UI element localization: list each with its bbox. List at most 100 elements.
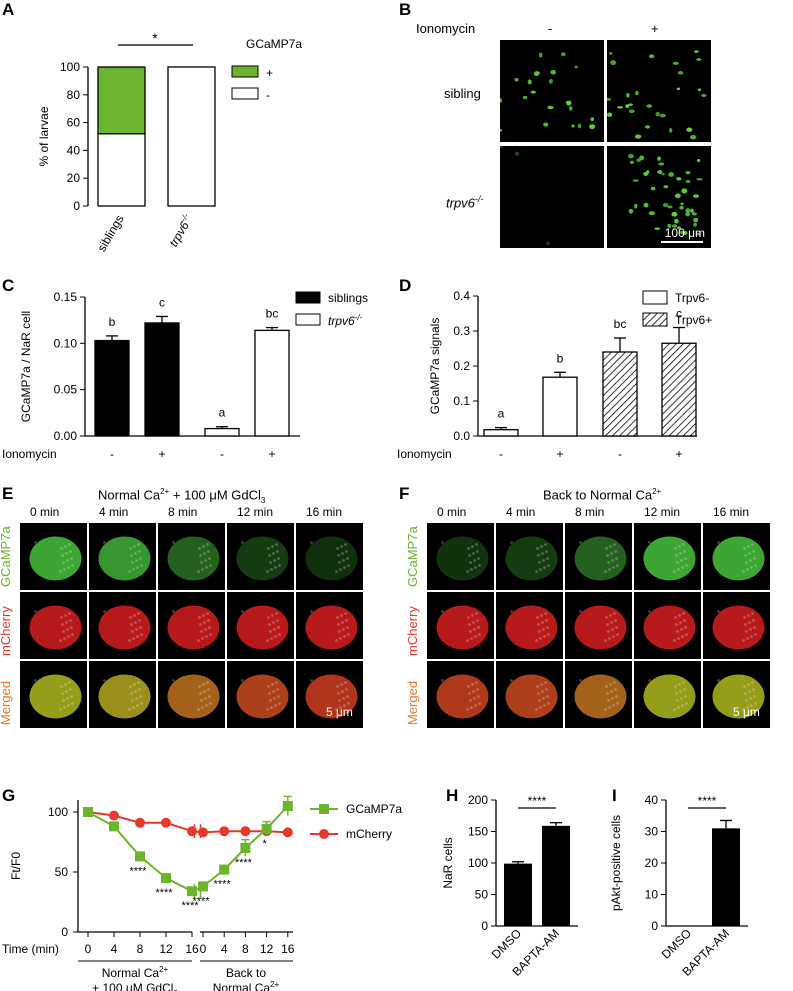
marker-GCaMP7a <box>109 821 119 832</box>
cell-signal <box>634 90 639 96</box>
speckle <box>681 635 684 638</box>
speckle <box>616 702 619 705</box>
cell-signal <box>697 88 702 92</box>
speckle <box>208 626 211 629</box>
speckle <box>270 706 273 709</box>
time-label: 8 min <box>575 505 605 519</box>
speckle <box>613 681 616 684</box>
speckle <box>268 554 271 557</box>
speckle <box>103 679 106 682</box>
row-label-mcherry: mCherry <box>405 605 420 656</box>
speckle <box>60 685 63 688</box>
speckle <box>675 623 678 626</box>
speckle <box>540 683 543 686</box>
speckle <box>748 552 751 555</box>
micrograph-cell <box>703 661 770 728</box>
cell-signal <box>693 217 699 223</box>
cell-signal <box>694 50 699 53</box>
speckle <box>611 697 614 700</box>
speckle <box>137 612 140 615</box>
significance-letter: bc <box>614 317 627 331</box>
speckle <box>615 557 618 560</box>
speckle <box>746 568 749 571</box>
speckle <box>198 547 201 550</box>
speckle <box>336 547 339 550</box>
cell-signal <box>679 205 684 210</box>
speckle <box>680 697 683 700</box>
speckle <box>135 697 138 700</box>
panel-letter-a: A <box>2 0 15 19</box>
legend-swatch-minus <box>231 87 259 100</box>
speckle <box>138 619 141 622</box>
speckle <box>68 681 71 684</box>
bar <box>661 342 697 437</box>
speckle <box>683 619 686 622</box>
speckle <box>579 679 582 682</box>
speckle <box>341 621 344 624</box>
bar <box>483 429 519 437</box>
x-tick-label: 4 <box>221 942 228 956</box>
speckle <box>347 702 350 705</box>
cell-signal <box>590 117 595 122</box>
cell-signal <box>569 106 573 111</box>
y-tick-label: 0 <box>481 919 488 933</box>
speckle <box>139 695 142 698</box>
col-minus-label: - <box>548 21 553 36</box>
speckle <box>745 561 748 564</box>
speckle <box>679 690 682 693</box>
cell-signal <box>681 188 688 194</box>
speckle <box>61 623 64 626</box>
x-tick-label: 16 <box>281 942 295 956</box>
speckle <box>346 626 349 629</box>
nucleus <box>505 605 558 650</box>
speckle <box>475 612 478 615</box>
speckle <box>267 685 270 688</box>
cell-signal <box>696 58 702 61</box>
speckle <box>71 633 74 636</box>
speckle <box>201 637 204 640</box>
cell-signal <box>690 135 697 140</box>
speckle <box>266 570 269 573</box>
speckle <box>69 550 72 553</box>
y-axis-label: % of larvae <box>37 106 51 166</box>
speckle <box>270 637 273 640</box>
speckle <box>268 623 271 626</box>
scale-bar-label: 5 μm <box>733 705 760 719</box>
speckle <box>202 683 205 686</box>
speckle <box>344 681 347 684</box>
significance-letter: b <box>109 315 116 329</box>
speckle <box>65 690 68 693</box>
segment1-label-line2: + 100 μM GdCl3 <box>92 981 178 991</box>
cell-signal <box>546 241 550 246</box>
marker-mCherry <box>219 826 230 837</box>
cell-signal <box>690 208 694 213</box>
speckle <box>753 557 756 560</box>
y-axis-label: NaR cells <box>441 837 455 888</box>
cell-signal <box>685 208 691 214</box>
micrograph-mutant-minus <box>500 146 604 248</box>
micrograph-cell <box>565 592 632 659</box>
speckle <box>615 626 618 629</box>
bar <box>254 329 290 437</box>
legend-title: GCaMP7a <box>246 37 302 51</box>
speckle <box>273 697 276 700</box>
speckle <box>742 708 745 711</box>
speckle <box>468 623 471 626</box>
y-tick-label: 0.05 <box>54 383 78 397</box>
micrograph-cell <box>20 592 87 659</box>
speckle <box>241 610 244 613</box>
marker-mCherry <box>135 817 145 828</box>
speckle <box>61 692 64 695</box>
speckle <box>202 614 205 617</box>
nucleus <box>436 674 489 719</box>
nucleus <box>712 536 765 581</box>
speckle <box>541 552 544 555</box>
legend-label-gcamp: GCaMP7a <box>346 802 402 816</box>
speckle <box>241 679 244 682</box>
marker-mCherry <box>198 827 208 838</box>
legend-swatch-plus <box>231 65 259 78</box>
speckle <box>64 545 67 548</box>
speckle <box>744 692 747 695</box>
speckle <box>275 543 278 546</box>
cell-signal <box>654 227 661 230</box>
